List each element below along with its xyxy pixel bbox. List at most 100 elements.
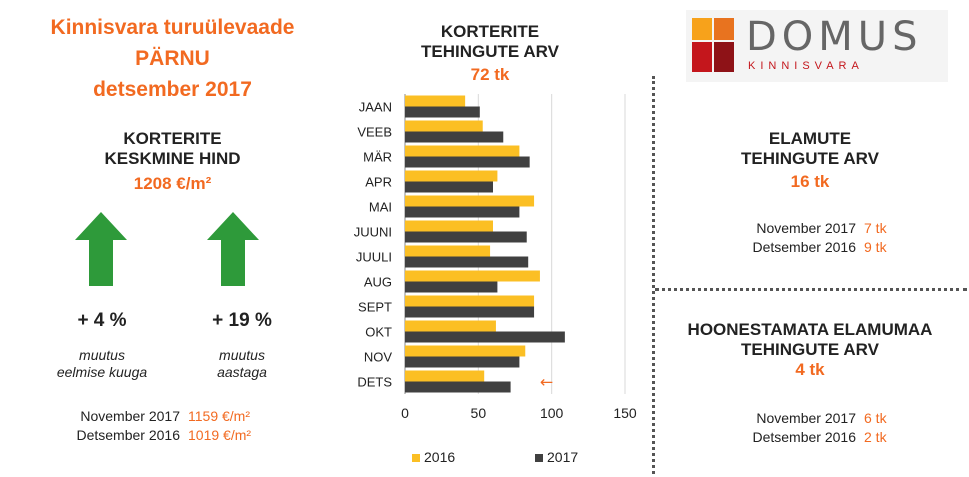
bar-2016 — [405, 370, 485, 382]
x-tick-label: 0 — [401, 405, 409, 421]
logo-subtitle: KINNISVARA — [748, 60, 864, 72]
price-history: November 2017 1159 €/m² Detsember 2016 101… — [40, 407, 251, 445]
category-label: AUG — [364, 275, 392, 290]
month-note-line1: muutus — [79, 347, 125, 363]
category-label: JAAN — [359, 100, 392, 115]
bar-2016 — [405, 195, 535, 207]
price-row: November 2017 1159 €/m² — [40, 407, 251, 426]
year-note-line1: muutus — [219, 347, 265, 363]
category-label: OKT — [365, 325, 392, 340]
legend-label: 2016 — [424, 449, 455, 465]
deals-chart-title: KORTERITE TEHINGUTE ARV — [375, 22, 605, 62]
category-label: DETS — [357, 375, 392, 390]
domus-logo: DOMUS KINNISVARA — [686, 10, 948, 82]
houses-row-label: November 2017 — [756, 220, 856, 236]
land-title-line1: HOONESTAMATA ELAMUMAA — [687, 320, 933, 339]
land-row: Detsember 2016 2 tk — [700, 428, 887, 447]
bar-2017 — [405, 381, 511, 393]
legend-swatch — [412, 454, 420, 462]
avg-price-value: 1208 €/m² — [133, 174, 212, 193]
deals-chart-title-line1: KORTERITE — [440, 22, 540, 41]
category-label: MÄR — [363, 150, 392, 165]
x-tick-label: 100 — [540, 405, 564, 421]
houses-row-value: 7 tk — [864, 220, 887, 236]
bar-2016 — [405, 95, 466, 107]
houses-row: November 2017 7 tk — [700, 219, 887, 238]
land-value: 4 tk — [795, 360, 825, 379]
category-label: MAI — [369, 200, 392, 215]
report-title-line1: Kinnisvara turuülevaade — [50, 16, 295, 39]
bar-2017 — [405, 281, 498, 293]
land-row-value: 2 tk — [864, 429, 887, 445]
month-change-note: muutus eelmise kuuga — [42, 347, 162, 381]
bar-2016 — [405, 170, 498, 182]
deals-bar-chart: JAAN VEEB MÄR APR MAI JUUNI JUULI AUG SEPT OKT NOV… — [354, 94, 637, 465]
bar-2016 — [405, 295, 535, 307]
report-title-line2: PÄRNU — [135, 47, 210, 70]
legend-swatch — [535, 454, 543, 462]
land-row-value: 6 tk — [864, 410, 887, 426]
houses-row: Detsember 2016 9 tk — [700, 238, 887, 257]
category-label: NOV — [364, 350, 393, 365]
land-history: November 2017 6 tk Detsember 2016 2 tk — [700, 409, 887, 447]
category-label: VEEB — [357, 125, 392, 140]
horizontal-separator — [655, 288, 967, 291]
up-arrow-icon-year — [207, 212, 259, 286]
avg-price-title-line1: KORTERITE — [123, 129, 222, 148]
price-row-value: 1019 €/m² — [188, 427, 252, 443]
houses-row-label: Detsember 2016 — [752, 239, 856, 255]
up-arrow-icon-month — [75, 212, 127, 286]
bar-2017 — [405, 106, 480, 118]
report-title: Kinnisvara turuülevaade PÄRNU detsember … — [0, 12, 345, 105]
bar-2017 — [405, 231, 527, 243]
logo-name: DOMUS — [746, 14, 923, 60]
year-note-line2: aastaga — [217, 364, 267, 380]
bar-2017 — [405, 256, 529, 268]
avg-price-title: KORTERITE KESKMINE HIND — [65, 129, 280, 169]
houses-history: November 2017 7 tk Detsember 2016 9 tk — [700, 219, 887, 257]
month-note-line2: eelmise kuuga — [56, 364, 148, 380]
bar-2017 — [405, 331, 565, 343]
bar-2017 — [405, 181, 493, 193]
bar-2017 — [405, 306, 535, 318]
bar-2017 — [405, 156, 530, 168]
land-row-label: Detsember 2016 — [752, 429, 856, 445]
bar-2017 — [405, 131, 504, 143]
houses-title-line2: TEHINGUTE ARV — [741, 149, 879, 168]
year-change-note: muutus aastaga — [182, 347, 302, 381]
bar-2016 — [405, 120, 483, 132]
deals-chart-value: 72 tk — [470, 65, 510, 84]
houses-value: 16 tk — [790, 172, 830, 191]
logo-mark-icon — [692, 18, 734, 72]
x-tick-label: 50 — [471, 405, 487, 421]
bar-2016 — [405, 245, 491, 257]
year-change: + 19 % — [212, 310, 272, 331]
category-label: APR — [365, 175, 392, 190]
price-row: Detsember 2016 1019 €/m² — [40, 426, 251, 445]
annotation-arrow: ← — [540, 373, 553, 392]
avg-price-title-line2: KESKMINE HIND — [104, 149, 241, 168]
category-label: SEPT — [358, 300, 392, 315]
bar-2017 — [405, 206, 520, 218]
bar-2016 — [405, 320, 496, 332]
vertical-separator — [652, 76, 655, 474]
price-row-value: 1159 €/m² — [188, 408, 250, 424]
category-label: JUUNI — [354, 225, 392, 240]
price-row-label: November 2017 — [80, 408, 180, 424]
bar-2016 — [405, 220, 493, 232]
x-tick-label: 150 — [613, 405, 637, 421]
houses-title-line1: ELAMUTE — [768, 129, 852, 148]
deals-chart-title-line2: TEHINGUTE ARV — [421, 42, 559, 61]
land-row-label: November 2017 — [756, 410, 856, 426]
land-title: HOONESTAMATA ELAMUMAA TEHINGUTE ARV — [660, 320, 960, 360]
category-label: JUULI — [356, 250, 392, 265]
month-change: + 4 % — [77, 310, 127, 331]
price-row-label: Detsember 2016 — [76, 427, 180, 443]
houses-row-value: 9 tk — [864, 239, 887, 255]
legend-label: 2017 — [547, 449, 578, 465]
bar-2016 — [405, 345, 526, 357]
land-title-line2: TEHINGUTE ARV — [741, 340, 879, 359]
bar-2017 — [405, 356, 520, 368]
bar-2016 — [405, 145, 520, 157]
bar-2016 — [405, 270, 540, 282]
